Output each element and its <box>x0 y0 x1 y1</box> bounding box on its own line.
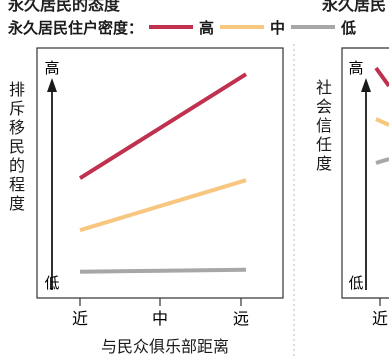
right-y-bottom-label: 低 <box>348 274 363 292</box>
right-x-tick-label: 近 <box>372 309 388 328</box>
legend-swatch-high <box>149 25 194 29</box>
left-x-tick-label-1: 中 <box>152 309 168 328</box>
right-series-low-line <box>375 157 389 165</box>
left-y-axis-arrow <box>47 78 57 92</box>
legend-item-mid: 中 <box>220 17 285 38</box>
left-x-tick-label-2: 远 <box>233 309 249 328</box>
left-y-top-label: 高 <box>44 59 59 77</box>
left-series-line-2 <box>79 267 247 274</box>
left-chart-xlabel: 与民众俱乐部距离 <box>100 337 229 356</box>
legend-swatch-mid <box>220 25 265 29</box>
left-series <box>78 72 248 274</box>
legend-title: 永久居民住户密度： <box>8 18 144 37</box>
cutoff-header-right: 永久居民 <box>322 0 387 14</box>
left-series-line-1 <box>79 178 247 233</box>
legend-label-mid: 中 <box>270 18 286 37</box>
left-x-tick-label-0: 近 <box>72 309 88 328</box>
left-chart-ylabel: 排斥移民的程度 <box>8 80 25 213</box>
left-series-line-0 <box>78 72 248 180</box>
left-x-ticks: 近中远 <box>72 298 249 328</box>
legend-label-low: 低 <box>341 18 357 37</box>
legend-item-low: 低 <box>291 17 356 38</box>
left-y-bottom-label: 低 <box>44 274 59 292</box>
legend-swatch-low <box>291 25 336 29</box>
left-chart-frame <box>36 47 284 299</box>
right-series-high-line <box>374 66 389 88</box>
right-series-mid-line <box>375 117 389 127</box>
legend: 永久居民住户密度： 高 中 低 <box>8 14 356 40</box>
right-chart-frame <box>341 47 389 299</box>
right-y-top-label: 高 <box>348 59 363 77</box>
right-y-axis-arrow <box>361 78 371 92</box>
legend-item-high: 高 <box>149 17 214 38</box>
cutoff-header-left: 永久居民的态度 <box>8 0 121 14</box>
legend-label-high: 高 <box>199 18 215 37</box>
right-chart-ylabel: 社会信任度 <box>315 78 332 173</box>
